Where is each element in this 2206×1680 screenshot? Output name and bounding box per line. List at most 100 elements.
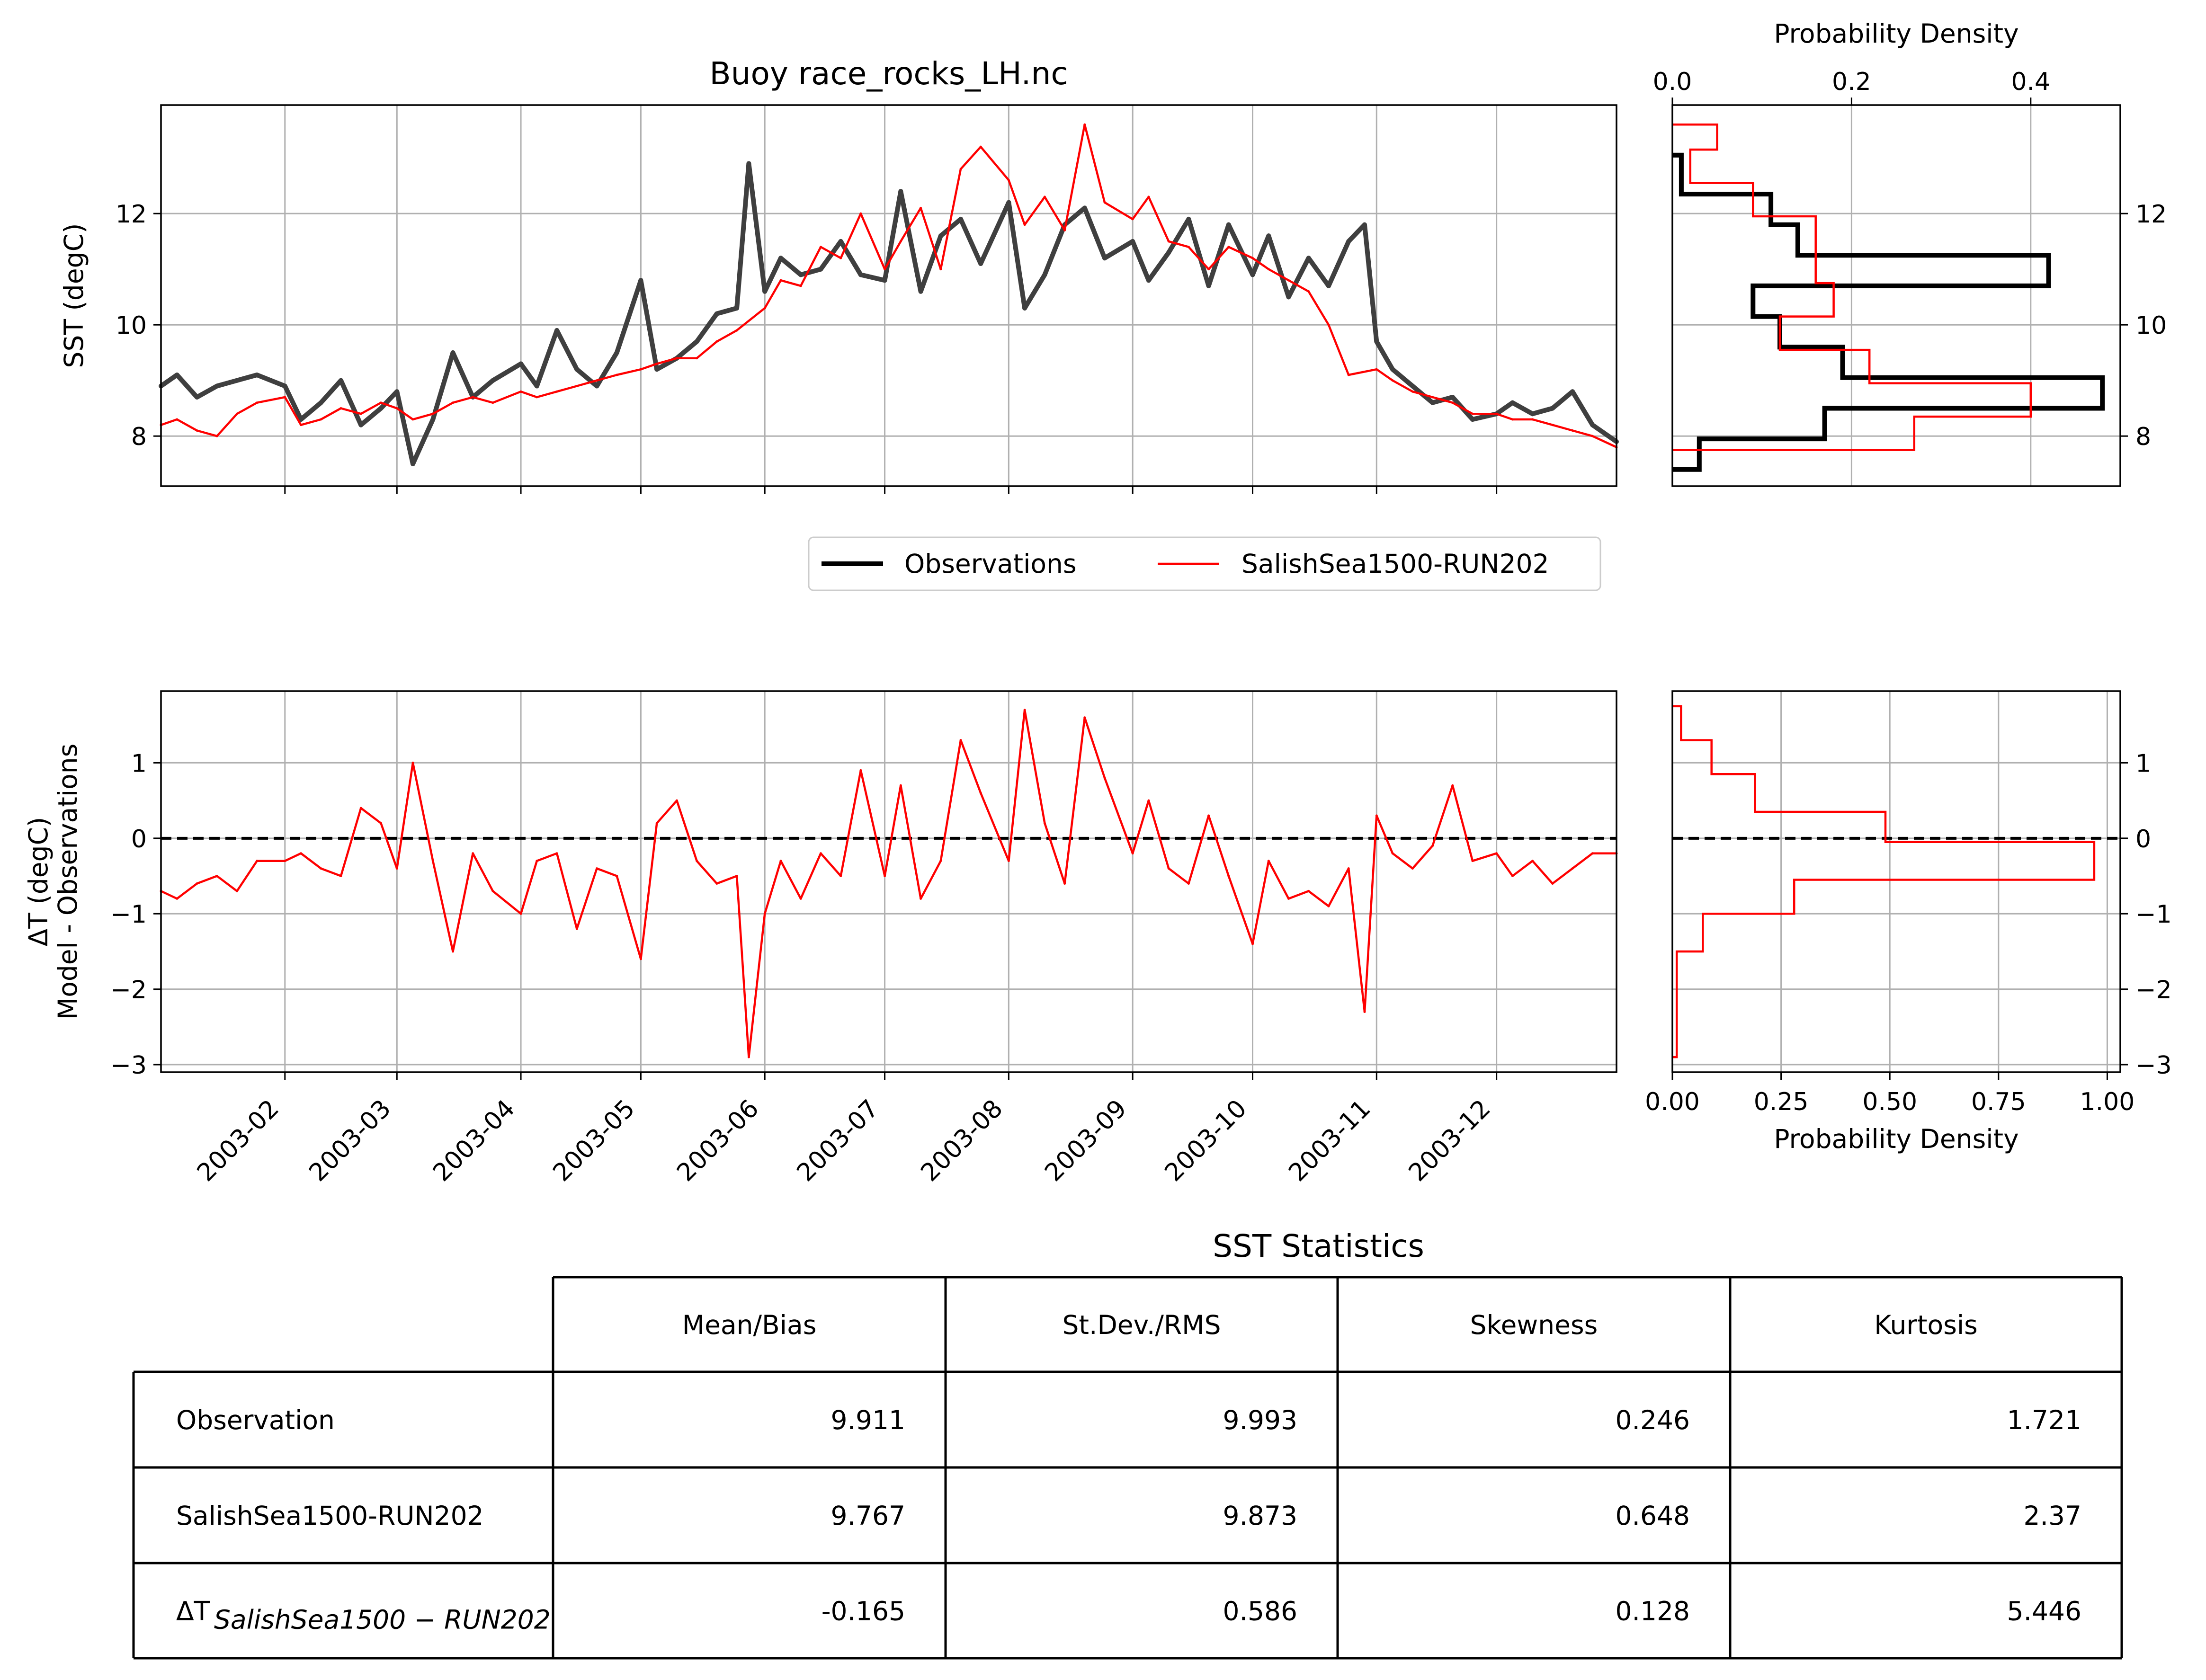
table-cell: -0.165 <box>822 1596 905 1627</box>
df-point <box>1431 844 1434 847</box>
ts-point-observations <box>298 417 304 422</box>
ts-point-observations <box>1226 222 1231 227</box>
ts-point-model <box>859 212 862 215</box>
hd-x-tick-label: 0.25 <box>1754 1088 1809 1116</box>
hd-x-tick-label: 0.50 <box>1862 1088 1917 1116</box>
df-point <box>1007 860 1010 862</box>
table-cell: 0.128 <box>1616 1596 1690 1627</box>
ts-point-observations <box>938 233 943 239</box>
ts-point-observations <box>195 394 200 400</box>
hd-x-tick-label: 1.00 <box>2080 1088 2135 1116</box>
hs-x-tick-label: 0.0 <box>1653 68 1692 96</box>
ts-point-observations <box>1530 411 1535 417</box>
table-row-label: ΔT <box>176 1596 210 1627</box>
ts-point-model <box>1471 412 1474 415</box>
ts-point-model <box>1411 390 1414 393</box>
ts-point-model <box>1495 412 1498 415</box>
df-point <box>176 897 179 900</box>
table-row-label-subscript: SalishSea1500 − RUN202 <box>214 1605 551 1635</box>
ts-point-model <box>339 407 342 409</box>
df-point <box>1103 776 1106 779</box>
ts-point-model <box>451 401 454 404</box>
ts-point-model <box>1531 418 1534 421</box>
df-point <box>256 860 259 862</box>
ts-point-observations <box>1306 256 1311 261</box>
ts-point-model <box>1347 373 1350 376</box>
ts-point-observations <box>1166 250 1171 255</box>
df-point <box>1063 882 1066 885</box>
ts-point-model <box>1327 323 1330 326</box>
ts-y-tick-label: 10 <box>116 311 147 340</box>
table-cell: 9.911 <box>831 1405 905 1435</box>
table-cell: 0.648 <box>1616 1501 1690 1531</box>
ts-point-observations <box>958 216 964 222</box>
df-point <box>431 860 434 862</box>
ts-y-label: SST (degC) <box>59 223 89 368</box>
ts-point-observations <box>1266 233 1271 239</box>
ts-point-model <box>300 424 303 427</box>
df-point <box>1411 867 1414 870</box>
ts-point-model <box>1307 290 1310 293</box>
ts-point-model <box>1551 424 1554 427</box>
ts-point-model <box>472 396 474 399</box>
ts-point-observations <box>1470 417 1475 422</box>
df-point <box>472 852 474 855</box>
ts-point-model <box>196 429 198 432</box>
ts-point-observations <box>898 189 903 194</box>
df-point <box>284 860 286 862</box>
ts-point-observations <box>1326 283 1331 288</box>
df-point <box>1187 882 1190 885</box>
hs-axes-frame <box>1671 104 2121 487</box>
df-point <box>715 882 718 885</box>
df-point <box>1167 867 1170 870</box>
ts-point-model <box>491 401 494 404</box>
df-point <box>1287 897 1290 900</box>
df-y-label-2: Model - Observations <box>53 744 83 1020</box>
ts-point-observations <box>358 422 364 427</box>
ts-point-observations <box>818 267 823 272</box>
ts-point-observations <box>734 305 740 311</box>
ts-point-observations <box>838 239 843 244</box>
ts-point-observations <box>1006 200 1011 205</box>
df-point <box>1207 814 1210 817</box>
hs-step-observations <box>1672 152 2105 472</box>
df-point <box>799 897 802 900</box>
df-point <box>1363 1010 1366 1013</box>
df-point <box>655 822 658 825</box>
hs-y-tick-label: 10 <box>2135 311 2167 340</box>
df-point <box>1511 875 1514 878</box>
df-point <box>215 875 218 878</box>
df-point <box>1471 860 1474 862</box>
ts-point-model <box>819 246 822 249</box>
ts-point-model <box>176 418 179 421</box>
ts-point-observations <box>1590 422 1595 427</box>
df-point <box>1083 716 1086 719</box>
ts-point-model <box>1391 379 1394 382</box>
hd-y-tick-label: −1 <box>2135 900 2172 929</box>
ts-point-observations <box>654 367 660 372</box>
ts-point-model <box>1007 179 1010 182</box>
hd-y-tick-label: 1 <box>2135 749 2151 778</box>
df-point <box>735 875 738 878</box>
table-header: Kurtosis <box>1874 1310 1978 1340</box>
hd-x-label: Probability Density <box>1774 1124 2018 1154</box>
hs-y-tick-label: 8 <box>2135 423 2151 451</box>
ts-point-observations <box>1346 239 1351 244</box>
df-point <box>1391 852 1394 855</box>
df-point <box>379 822 382 825</box>
ts-point-observations <box>638 278 643 283</box>
ts-point-observations <box>1286 294 1291 300</box>
table-row-label: Observation <box>176 1405 335 1435</box>
ts-point-observations <box>1206 283 1211 288</box>
hs-x-tick-label: 0.2 <box>1832 68 1871 96</box>
ts-point-observations <box>554 328 560 333</box>
ts-point-observations <box>318 400 323 405</box>
ts-point-observations <box>762 289 768 294</box>
df-point <box>1375 814 1378 817</box>
ts-point-model <box>840 257 842 259</box>
ts-point-observations <box>1374 339 1379 344</box>
ts-point-model <box>555 390 558 393</box>
df-point <box>196 882 198 885</box>
ts-point-observations <box>534 383 539 389</box>
ts-point-model <box>939 268 942 271</box>
